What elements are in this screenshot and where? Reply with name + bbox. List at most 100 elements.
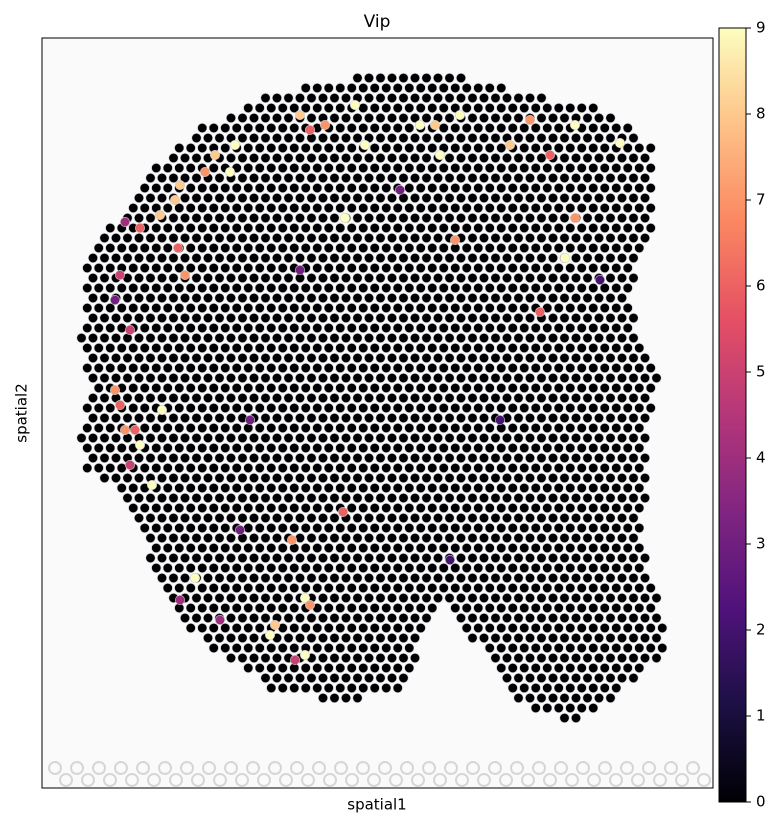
tissue-spot [639, 153, 650, 164]
tissue-spot [260, 312, 271, 323]
tissue-spot [283, 612, 294, 623]
tissue-spot [369, 262, 380, 273]
tissue-spot [565, 562, 576, 573]
tissue-spot [277, 602, 288, 613]
tissue-spot [128, 262, 139, 273]
tissue-spot [220, 302, 231, 313]
tissue-spot [553, 243, 564, 254]
tissue-spot [473, 562, 484, 573]
tissue-spot [197, 522, 208, 533]
tissue-spot [565, 462, 576, 473]
tissue-spot [375, 113, 386, 124]
tissue-spot [473, 223, 484, 234]
tissue-spot [467, 272, 478, 283]
tissue-spot [507, 382, 518, 393]
tissue-spot [496, 243, 507, 254]
tissue-spot [99, 272, 110, 283]
tissue-spot [226, 492, 237, 503]
tissue-spot [599, 282, 610, 293]
tissue-spot [519, 622, 530, 633]
tissue-spot [645, 203, 656, 214]
tissue-spot [363, 372, 374, 383]
tissue-spot [547, 392, 558, 403]
tissue-spot [467, 332, 478, 343]
tissue-spot [392, 203, 403, 214]
tissue-spot [300, 183, 311, 194]
tissue-spot [180, 233, 191, 244]
tissue-spot [289, 302, 300, 313]
tissue-spot [116, 322, 127, 333]
tissue-spot [490, 113, 501, 124]
tissue-spot [582, 173, 593, 184]
tissue-spot [105, 262, 116, 273]
tissue-spot [329, 532, 340, 543]
tissue-spot [467, 532, 478, 543]
tissue-spot [329, 392, 340, 403]
tissue-spot [375, 233, 386, 244]
tissue-spot [226, 612, 237, 623]
tissue-spot [524, 692, 535, 703]
tissue-spot [622, 662, 633, 673]
tissue-spot [513, 292, 524, 303]
tissue-spot [657, 642, 668, 653]
tissue-spot [277, 482, 288, 493]
tissue-spot [605, 253, 616, 264]
tissue-spot [386, 512, 397, 523]
tissue-spot [162, 482, 173, 493]
tissue-spot [559, 592, 570, 603]
tissue-spot [168, 253, 179, 264]
tissue-spot [346, 682, 357, 693]
tissue-spot [450, 442, 461, 453]
tissue-spot [611, 123, 622, 134]
tissue-spot [335, 83, 346, 94]
tissue-spot [473, 442, 484, 453]
tissue-spot [329, 292, 340, 303]
tissue-spot [455, 612, 466, 623]
tissue-spot [398, 632, 409, 643]
tissue-spot [340, 173, 351, 184]
tissue-spot [358, 282, 369, 293]
tissue-spot [168, 432, 179, 443]
tissue-spot [536, 113, 547, 124]
fiducial [125, 773, 139, 787]
tissue-spot [455, 272, 466, 283]
tissue-spot [404, 502, 415, 513]
tissue-spot [484, 462, 495, 473]
tissue-spot [369, 183, 380, 194]
tissue-spot [588, 482, 599, 493]
tissue-spot [461, 302, 472, 313]
tissue-spot [191, 432, 202, 443]
tissue-spot [214, 352, 225, 363]
tissue-spot [611, 203, 622, 214]
tissue-spot [260, 432, 271, 443]
tissue-spot [358, 602, 369, 613]
tissue-spot [478, 612, 489, 623]
tissue-spot [329, 672, 340, 683]
tissue-spot [484, 402, 495, 413]
tissue-spot [191, 452, 202, 463]
tissue-spot [220, 502, 231, 513]
tissue-spot [82, 402, 93, 413]
tissue-spot [249, 572, 260, 583]
tissue-spot [599, 123, 610, 134]
tissue-spot [398, 672, 409, 683]
tissue-spot [122, 392, 133, 403]
tissue-spot [168, 352, 179, 363]
tissue-spot [536, 672, 547, 683]
tissue-spot [260, 372, 271, 383]
tissue-spot [358, 582, 369, 593]
tissue-spot [547, 193, 558, 204]
tissue-spot [415, 422, 426, 433]
fiducial [565, 773, 579, 787]
tissue-spot [542, 562, 553, 573]
tissue-spot [455, 572, 466, 583]
tissue-spot [450, 562, 461, 573]
tissue-spot [484, 203, 495, 214]
tissue-spot [271, 532, 282, 543]
tissue-spot [157, 312, 168, 323]
tissue-spot [513, 412, 524, 423]
tissue-spot [122, 492, 133, 503]
tissue-spot [392, 402, 403, 413]
tissue-spot [329, 312, 340, 323]
tissue-spot [570, 552, 581, 563]
